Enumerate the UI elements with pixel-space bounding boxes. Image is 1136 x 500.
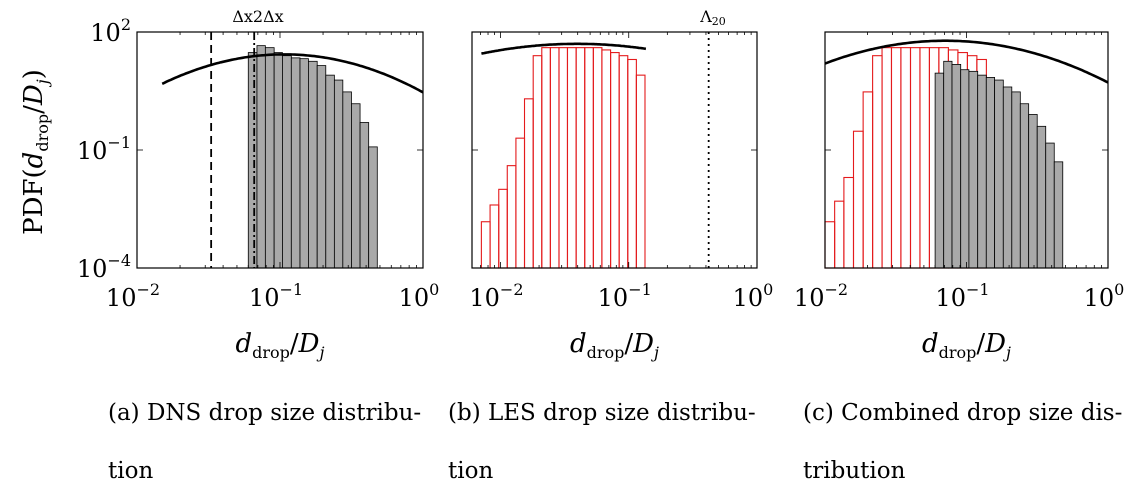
dns-hist-bar bbox=[1036, 125, 1047, 269]
les-hist-bar bbox=[558, 47, 569, 269]
dns-hist-bar bbox=[1053, 161, 1064, 269]
dns-hist-bar bbox=[960, 69, 970, 269]
caption-a-line1: (a) DNS drop size distribu- bbox=[108, 400, 422, 426]
les-hist-bar bbox=[575, 47, 586, 269]
caption-b-line1: (b) LES drop size distribu- bbox=[448, 400, 756, 426]
dns-hist-bar bbox=[351, 103, 361, 269]
les-hist-bar bbox=[890, 47, 902, 269]
les-hist-bar bbox=[515, 137, 526, 269]
dns-hist-bar bbox=[325, 74, 335, 269]
dns-hist-bar bbox=[934, 72, 945, 269]
les-hist-bar bbox=[618, 55, 629, 269]
dns-hist-bar bbox=[977, 74, 987, 269]
plot-frame bbox=[471, 31, 758, 269]
y-tick-label: 10−1 bbox=[77, 133, 131, 165]
panel-b: Λ20 10−2 10−1 100 ddrop/Dj bbox=[469, 7, 773, 362]
x-tick-label: 10−2 bbox=[106, 280, 160, 312]
les-hist-bar bbox=[862, 91, 874, 269]
dns-hist-bar bbox=[1011, 91, 1021, 269]
caption-c-line1: (c) Combined drop size dis- bbox=[803, 400, 1123, 426]
les-hist-bar bbox=[919, 47, 930, 269]
svg-text:PDF(ddrop/Dj): PDF(ddrop/Dj) bbox=[19, 69, 52, 235]
reference-annotation: Λ20 bbox=[699, 7, 726, 28]
les-hist-bar bbox=[610, 52, 620, 269]
dns-hist-bar bbox=[1028, 114, 1038, 269]
dns-hist-bar bbox=[308, 60, 318, 269]
dns-hist-bar bbox=[299, 58, 309, 269]
y-axis-label: PDF(ddrop/Dj) bbox=[19, 69, 52, 235]
dns-hist-bar bbox=[359, 122, 370, 269]
dns-hist-bar bbox=[368, 146, 378, 269]
x-tick-label: 10−1 bbox=[249, 280, 303, 312]
les-hist-bar bbox=[601, 49, 612, 269]
dns-hist-bar bbox=[256, 45, 266, 269]
panel-c: 10−2 10−1 100 ddrop/Dj bbox=[794, 31, 1125, 362]
les-hist-bar bbox=[592, 47, 603, 269]
dns-hist-bar bbox=[282, 55, 292, 269]
les-hist-bar bbox=[900, 47, 912, 269]
x-tick-label: 100 bbox=[1084, 280, 1125, 312]
x-tick-label: 10−1 bbox=[598, 280, 652, 312]
x-tick-label: 10−2 bbox=[794, 280, 848, 312]
dns-hist-bar bbox=[247, 52, 258, 269]
x-axis-label: ddrop/Dj bbox=[570, 329, 659, 362]
les-hist-bar bbox=[584, 47, 594, 269]
lognormal-fit-curve bbox=[481, 42, 647, 55]
les-hist-bar bbox=[843, 176, 855, 269]
les-hist-bar bbox=[480, 221, 491, 269]
les-hist-bar bbox=[541, 47, 551, 269]
dns-hist-bar bbox=[342, 91, 352, 269]
les-hist-bar bbox=[881, 47, 893, 269]
les-hist-bar bbox=[489, 204, 500, 269]
dns-hist-bar bbox=[968, 70, 979, 269]
lognormal-fit-curve bbox=[824, 39, 1109, 84]
caption-b-line2: tion bbox=[448, 458, 494, 484]
les-hist-bar bbox=[872, 55, 883, 269]
lognormal-fit-curve bbox=[161, 53, 424, 94]
dns-hist-bar bbox=[994, 79, 1004, 269]
caption-c: (c) Combined drop size dis- tribution bbox=[803, 384, 1136, 500]
caption-b: (b) LES drop size distribu- tion bbox=[448, 384, 793, 500]
les-hist-bar bbox=[566, 47, 577, 269]
caption-a-line2: tion bbox=[108, 458, 154, 484]
y-tick-label: 102 bbox=[90, 15, 131, 47]
dns-hist-bar bbox=[1002, 86, 1013, 269]
les-hist-bar bbox=[852, 130, 864, 269]
reference-annotation: Δx2Δx bbox=[232, 7, 283, 26]
les-hist-bar bbox=[532, 55, 543, 269]
les-hist-bar bbox=[635, 74, 646, 269]
dns-hist-bar bbox=[1045, 142, 1055, 269]
les-hist-bar bbox=[506, 165, 517, 269]
x-tick-label: 10−1 bbox=[935, 280, 989, 312]
x-tick-label: 10−2 bbox=[469, 280, 523, 312]
dns-hist-bar bbox=[290, 57, 301, 269]
les-hist-bar bbox=[909, 47, 921, 269]
dns-hist-bar bbox=[951, 64, 962, 269]
dns-hist-bar bbox=[264, 47, 275, 269]
dns-hist-bar bbox=[943, 60, 953, 269]
les-hist-bar bbox=[824, 221, 836, 269]
x-axis-label: ddrop/Dj bbox=[235, 329, 324, 362]
les-hist-bar bbox=[627, 58, 637, 269]
les-hist-bar bbox=[549, 47, 560, 269]
les-hist-bar bbox=[498, 188, 508, 269]
dns-hist-bar bbox=[1019, 103, 1030, 269]
dns-hist-bar bbox=[985, 77, 996, 269]
panel-a: Δx2Δx 10−2 10−1 100 10−4 10−1 102 ddrop/Dj bbox=[77, 7, 440, 362]
dns-hist-bar bbox=[273, 52, 283, 269]
les-hist-bar bbox=[523, 98, 534, 269]
dns-hist-bar bbox=[333, 79, 344, 269]
caption-c-line2: tribution bbox=[803, 458, 906, 484]
les-hist-bar bbox=[834, 200, 845, 269]
dns-hist-bar bbox=[316, 65, 327, 269]
x-axis-label: ddrop/Dj bbox=[922, 329, 1011, 362]
x-tick-label: 100 bbox=[399, 280, 440, 312]
x-tick-label: 100 bbox=[733, 280, 774, 312]
caption-a: (a) DNS drop size distribu- tion bbox=[108, 384, 448, 500]
y-tick-label: 10−4 bbox=[77, 251, 131, 283]
